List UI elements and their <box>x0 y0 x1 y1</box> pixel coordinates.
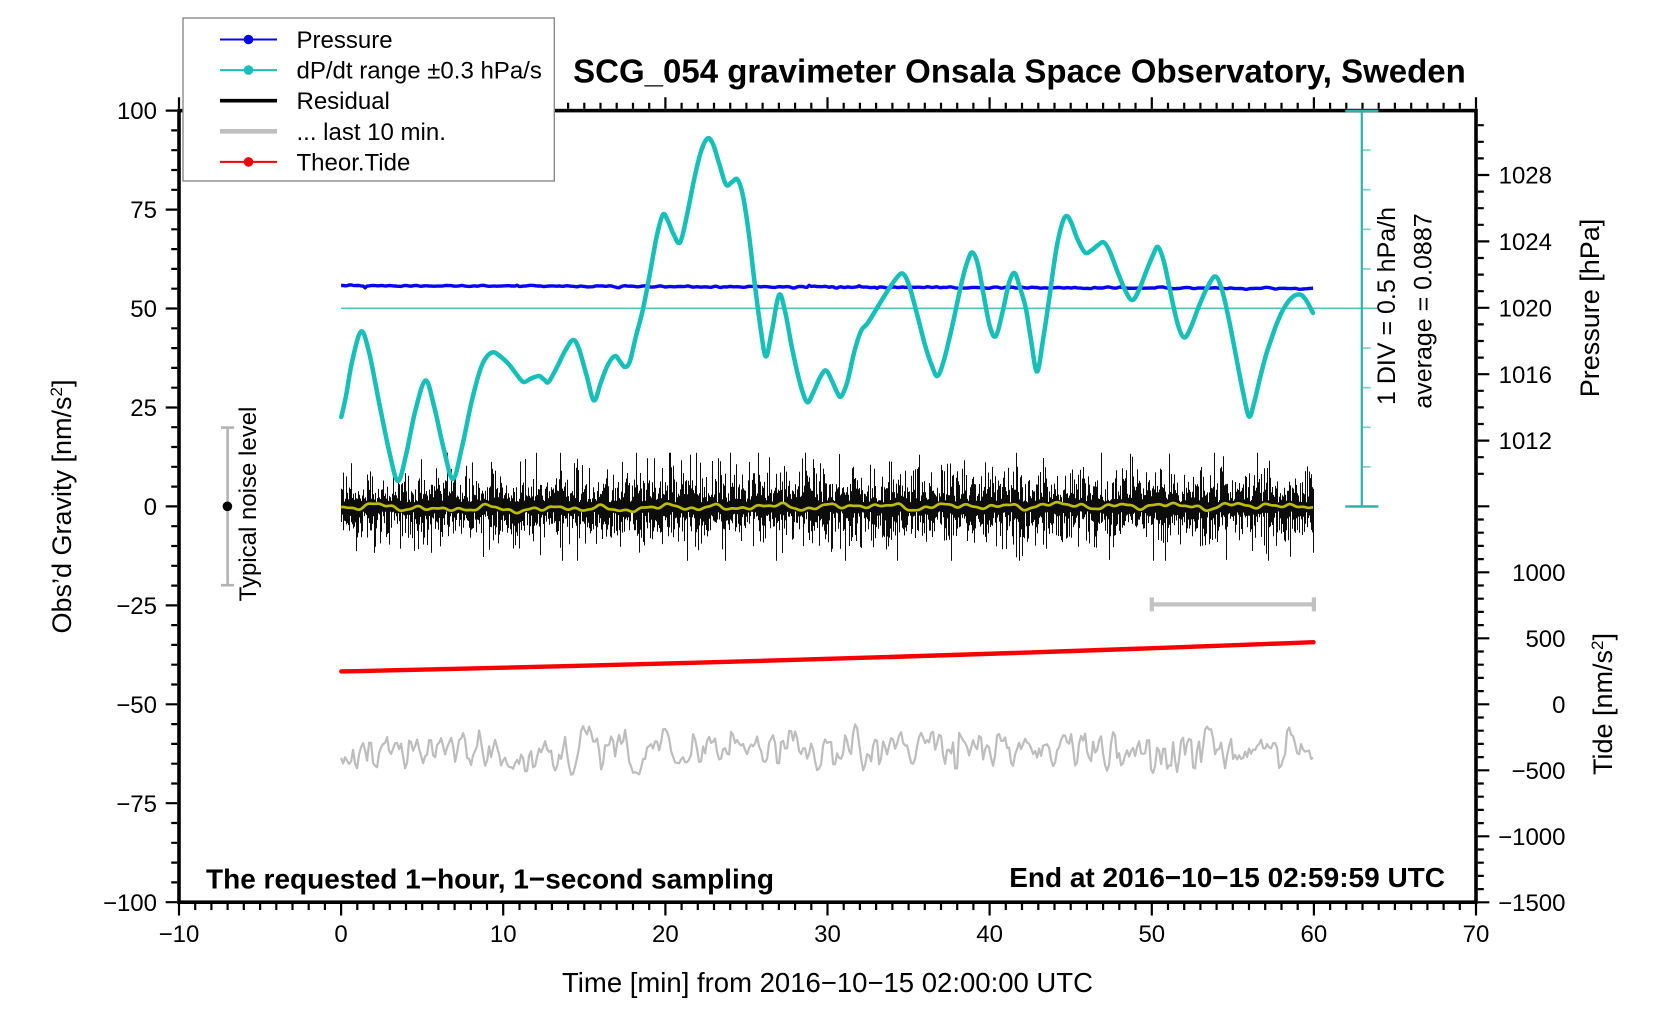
svg-text:Pressure: Pressure <box>297 27 393 54</box>
svg-text:1012: 1012 <box>1499 428 1552 455</box>
svg-text:20: 20 <box>652 921 679 948</box>
svg-text:dP/dt range ±0.3 hPa/s: dP/dt range ±0.3 hPa/s <box>297 58 542 85</box>
svg-text:100: 100 <box>117 98 157 125</box>
svg-text:Typical noise level: Typical noise level <box>235 407 262 602</box>
svg-text:average = 0.0887: average = 0.0887 <box>1410 213 1438 408</box>
svg-text:60: 60 <box>1301 921 1328 948</box>
svg-text:75: 75 <box>130 197 157 224</box>
svg-text:1 DIV = 0.5 hPa/h: 1 DIV = 0.5 hPa/h <box>1373 207 1401 405</box>
svg-text:1020: 1020 <box>1499 295 1552 322</box>
svg-text:10: 10 <box>490 921 517 948</box>
svg-text:−50: −50 <box>116 692 157 719</box>
svg-text:The requested 1−hour, 1−second: The requested 1−hour, 1−second sampling <box>206 864 774 895</box>
svg-text:0: 0 <box>144 494 157 521</box>
svg-text:End at 2016−10−15 02:59:59 UTC: End at 2016−10−15 02:59:59 UTC <box>1009 862 1445 893</box>
svg-text:Residual: Residual <box>297 88 390 115</box>
svg-text:−500: −500 <box>1511 758 1565 785</box>
svg-text:0: 0 <box>1552 692 1565 719</box>
svg-text:50: 50 <box>1138 921 1165 948</box>
svg-text:70: 70 <box>1463 921 1490 948</box>
svg-text:Obs’d Gravity [nm/s2]: Obs’d Gravity [nm/s2] <box>47 379 77 633</box>
svg-text:Theor.Tide: Theor.Tide <box>297 149 411 176</box>
svg-text:−10: −10 <box>159 921 200 948</box>
svg-text:Tide [nm/s2]: Tide [nm/s2] <box>1588 633 1618 775</box>
svg-text:30: 30 <box>814 921 841 948</box>
svg-text:Pressure [hPa]: Pressure [hPa] <box>1575 219 1605 398</box>
svg-text:... last 10 min.: ... last 10 min. <box>297 119 446 146</box>
svg-text:50: 50 <box>130 296 157 323</box>
svg-text:1024: 1024 <box>1499 229 1552 256</box>
svg-text:1028: 1028 <box>1499 163 1552 190</box>
svg-text:500: 500 <box>1525 626 1565 653</box>
svg-text:25: 25 <box>130 395 157 422</box>
svg-text:−1000: −1000 <box>1498 824 1565 851</box>
svg-text:−100: −100 <box>103 890 157 917</box>
svg-text:−25: −25 <box>116 593 157 620</box>
svg-text:40: 40 <box>976 921 1003 948</box>
svg-text:Time [min] from 2016−10−15 02:: Time [min] from 2016−10−15 02:00:00 UTC <box>562 967 1093 998</box>
svg-text:SCG_054 gravimeter Onsala Spac: SCG_054 gravimeter Onsala Space Observat… <box>573 53 1466 90</box>
svg-text:1000: 1000 <box>1512 560 1565 587</box>
svg-text:−1500: −1500 <box>1498 890 1565 917</box>
svg-text:0: 0 <box>334 921 347 948</box>
svg-text:−75: −75 <box>116 791 157 818</box>
svg-text:1016: 1016 <box>1499 362 1552 389</box>
